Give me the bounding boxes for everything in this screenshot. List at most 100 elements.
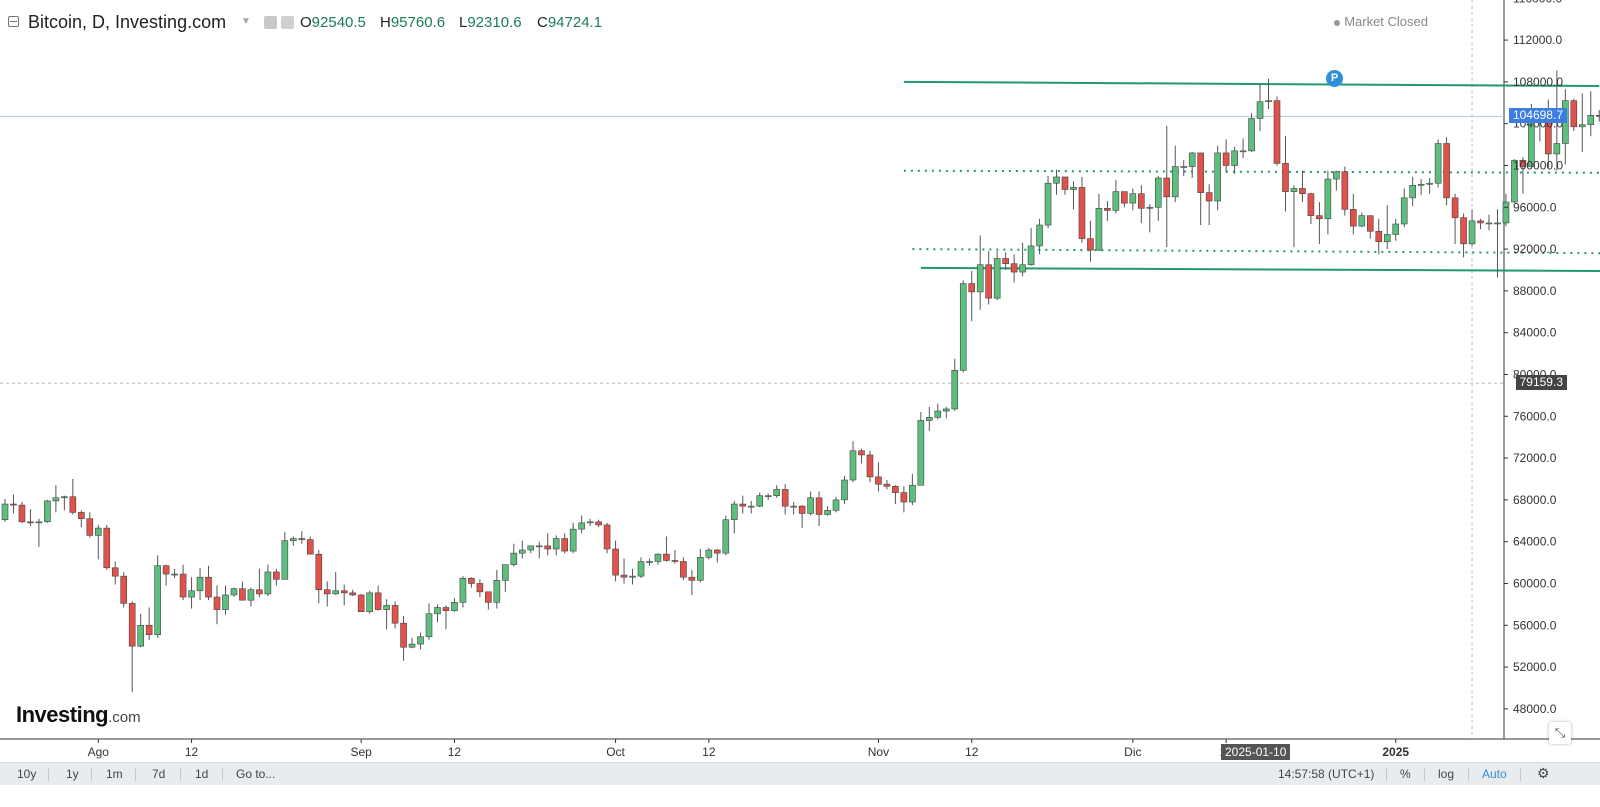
- candle[interactable]: [1434, 139, 1442, 188]
- candle[interactable]: [586, 518, 594, 526]
- candle[interactable]: [900, 486, 908, 513]
- candle[interactable]: [1010, 254, 1018, 283]
- candle[interactable]: [1358, 212, 1366, 228]
- candle[interactable]: [1146, 204, 1154, 233]
- candle[interactable]: [323, 581, 331, 607]
- candle[interactable]: [680, 557, 687, 581]
- candle[interactable]: [298, 531, 306, 544]
- candle[interactable]: [1138, 185, 1145, 223]
- candle[interactable]: [502, 564, 509, 592]
- candle[interactable]: [256, 568, 263, 598]
- candle[interactable]: [1188, 151, 1196, 179]
- candle[interactable]: [306, 536, 314, 555]
- candle[interactable]: [400, 615, 407, 661]
- candle[interactable]: [1265, 78, 1272, 110]
- candle[interactable]: [1511, 159, 1518, 204]
- candle[interactable]: [290, 536, 297, 546]
- candle[interactable]: [1587, 91, 1595, 137]
- candle[interactable]: [417, 632, 424, 650]
- candle[interactable]: [145, 607, 153, 640]
- candle[interactable]: [629, 568, 636, 585]
- candle[interactable]: [552, 535, 560, 556]
- candle[interactable]: [1451, 193, 1459, 244]
- candle[interactable]: [518, 540, 526, 559]
- candle[interactable]: [1324, 170, 1332, 235]
- candle[interactable]: [1316, 202, 1323, 244]
- candle[interactable]: [1171, 145, 1179, 203]
- candle[interactable]: [807, 491, 814, 516]
- candle[interactable]: [722, 515, 730, 556]
- candle[interactable]: [1248, 113, 1255, 152]
- candle[interactable]: [1519, 157, 1527, 194]
- chart-title[interactable]: Bitcoin, D, Investing.com: [28, 12, 227, 32]
- candle[interactable]: [94, 524, 102, 560]
- candle[interactable]: [27, 509, 34, 526]
- candle[interactable]: [578, 515, 585, 534]
- candle[interactable]: [442, 605, 450, 630]
- candle[interactable]: [1002, 252, 1009, 270]
- candle[interactable]: [909, 473, 916, 506]
- candle[interactable]: [1426, 178, 1433, 194]
- candle[interactable]: [357, 593, 365, 612]
- candle[interactable]: [485, 591, 492, 610]
- candle[interactable]: [1570, 98, 1578, 131]
- candle[interactable]: [35, 518, 43, 547]
- candle[interactable]: [1578, 93, 1586, 152]
- candle[interactable]: [239, 581, 246, 601]
- candle[interactable]: [1197, 152, 1204, 226]
- chevron-down-icon[interactable]: ▼: [241, 16, 251, 27]
- candle[interactable]: [688, 569, 696, 595]
- candle[interactable]: [1477, 218, 1484, 230]
- candle[interactable]: [120, 571, 128, 608]
- candle[interactable]: [281, 532, 289, 580]
- candle[interactable]: [1494, 209, 1501, 278]
- candle[interactable]: [764, 493, 772, 500]
- candle[interactable]: [213, 585, 221, 625]
- candle[interactable]: [459, 576, 467, 608]
- candle[interactable]: [1468, 209, 1476, 246]
- candle[interactable]: [61, 495, 68, 511]
- auto-toggle[interactable]: Auto: [1482, 767, 1507, 781]
- candle[interactable]: [78, 510, 85, 528]
- candle[interactable]: [1256, 83, 1264, 131]
- candle[interactable]: [1104, 201, 1111, 221]
- candle[interactable]: [959, 280, 967, 373]
- dotted-trendline[interactable]: [912, 248, 1600, 255]
- candle[interactable]: [654, 553, 662, 565]
- candle[interactable]: [205, 565, 212, 601]
- candle[interactable]: [1044, 175, 1052, 229]
- candle[interactable]: [926, 406, 933, 431]
- candle[interactable]: [1333, 170, 1340, 191]
- candle[interactable]: [1341, 166, 1349, 216]
- candle[interactable]: [374, 585, 382, 611]
- candle[interactable]: [1562, 89, 1569, 165]
- candle[interactable]: [535, 541, 543, 559]
- settings-gear-icon[interactable]: ⚙: [1537, 765, 1550, 781]
- candle[interactable]: [1078, 176, 1086, 243]
- goto-button[interactable]: Go to...: [236, 767, 276, 781]
- candle[interactable]: [1282, 136, 1289, 212]
- candle[interactable]: [1121, 191, 1128, 208]
- candle[interactable]: [69, 478, 77, 515]
- candle[interactable]: [468, 577, 475, 588]
- candle[interactable]: [1, 498, 9, 522]
- candle[interactable]: [1409, 176, 1416, 207]
- candle[interactable]: [451, 598, 458, 612]
- candle[interactable]: [391, 601, 399, 629]
- candle[interactable]: [663, 536, 670, 562]
- candle[interactable]: [493, 569, 501, 609]
- candle[interactable]: [1443, 137, 1450, 206]
- candle[interactable]: [569, 522, 577, 554]
- candle[interactable]: [179, 564, 187, 601]
- candle[interactable]: [527, 545, 535, 554]
- candle[interactable]: [349, 589, 356, 597]
- candle[interactable]: [790, 501, 797, 515]
- candle[interactable]: [86, 512, 94, 538]
- candle[interactable]: [273, 568, 280, 586]
- candle[interactable]: [332, 571, 340, 595]
- candle[interactable]: [603, 522, 611, 554]
- candle[interactable]: [824, 506, 831, 516]
- candle[interactable]: [1417, 179, 1425, 195]
- candle[interactable]: [544, 533, 552, 556]
- candle[interactable]: [892, 485, 899, 505]
